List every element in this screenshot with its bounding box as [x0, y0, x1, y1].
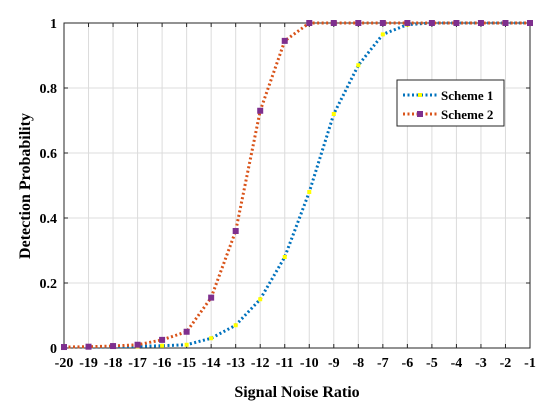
x-tick-label: -9 [328, 356, 340, 371]
data-point-scheme-2 [379, 20, 386, 26]
grid [63, 22, 531, 349]
data-point-scheme-2 [428, 20, 435, 26]
data-point-scheme-2 [232, 228, 239, 234]
data-point-scheme-2 [110, 343, 117, 350]
data-point-scheme-2 [502, 20, 509, 26]
x-tick-label: -2 [500, 356, 512, 371]
x-tick-label: -6 [402, 356, 414, 371]
data-point-scheme-2 [208, 294, 215, 301]
data-point-scheme-2 [183, 328, 190, 335]
data-point-scheme-1 [331, 112, 336, 116]
x-tick-label: -10 [300, 356, 319, 371]
plot-frame [63, 22, 531, 349]
data-point-scheme-2 [159, 336, 166, 343]
data-point-scheme-1 [380, 32, 385, 37]
plot-area [64, 23, 530, 348]
data-point-scheme-2 [330, 20, 337, 26]
data-point-scheme-1 [282, 255, 287, 259]
series-layer [61, 20, 533, 351]
x-tick-label: -19 [79, 356, 98, 371]
x-tick-label: -1 [524, 356, 536, 371]
x-tick-label: -4 [451, 356, 463, 371]
x-tick-label: -20 [55, 356, 74, 371]
x-tick-label: -8 [352, 356, 364, 371]
x-tick-label: -12 [251, 356, 270, 371]
y-tick-label: 0 [50, 342, 57, 357]
x-tick-label: -13 [226, 356, 245, 371]
x-tick-label: -7 [377, 356, 389, 371]
y-tick-label: 1 [50, 17, 57, 32]
data-point-scheme-2 [134, 341, 141, 348]
ticks: -20 -19 -18 -17 -16 -15 -14 -13 -12 -11 -10 -9 -8 -7-… [40, 17, 536, 371]
data-point-scheme-2 [453, 20, 460, 26]
y-tick-label: 0.4 [40, 212, 58, 227]
legend-marker-scheme-1 [418, 93, 422, 97]
data-point-scheme-2 [404, 20, 411, 26]
y-tick-label: 0.6 [40, 147, 58, 162]
x-tick-label: -5 [426, 356, 438, 371]
x-tick-label: -3 [475, 356, 487, 371]
data-point-scheme-2 [306, 20, 313, 26]
data-point-scheme-2 [477, 20, 484, 26]
data-point-scheme-1 [307, 190, 312, 194]
data-point-scheme-1 [160, 343, 165, 348]
legend: Scheme 1 Scheme 2 [396, 79, 505, 127]
data-point-scheme-1 [209, 336, 214, 341]
x-tick-label: -18 [104, 356, 123, 371]
data-point-scheme-2 [61, 344, 67, 351]
legend-label-scheme-2: Scheme 2 [441, 107, 493, 122]
x-tick-label: -15 [177, 356, 196, 371]
x-tick-label: -11 [276, 356, 294, 371]
series-line-scheme-2 [63, 21, 530, 349]
data-point-scheme-1 [356, 63, 361, 68]
legend-label-scheme-1: Scheme 1 [441, 88, 493, 103]
data-point-scheme-2 [355, 20, 362, 26]
x-tick-label: -17 [128, 356, 147, 371]
legend-box [396, 79, 505, 127]
data-point-scheme-1 [233, 323, 238, 328]
legend-marker-scheme-2 [417, 111, 423, 117]
data-point-scheme-2 [257, 107, 264, 114]
data-point-scheme-2 [281, 37, 288, 44]
series-scheme-2 [61, 20, 533, 351]
y-axis-label: Detection Probability [17, 113, 34, 259]
data-point-scheme-2 [85, 343, 92, 350]
y-tick-label: 0.2 [40, 277, 58, 292]
y-tick-label: 0.8 [40, 82, 58, 97]
x-tick-label: -16 [153, 356, 172, 371]
data-point-scheme-2 [527, 20, 533, 26]
data-point-scheme-1 [184, 342, 189, 347]
x-tick-label: -14 [202, 356, 221, 371]
data-point-scheme-1 [258, 297, 263, 302]
x-axis-label: Signal Noise Ratio [234, 384, 359, 401]
